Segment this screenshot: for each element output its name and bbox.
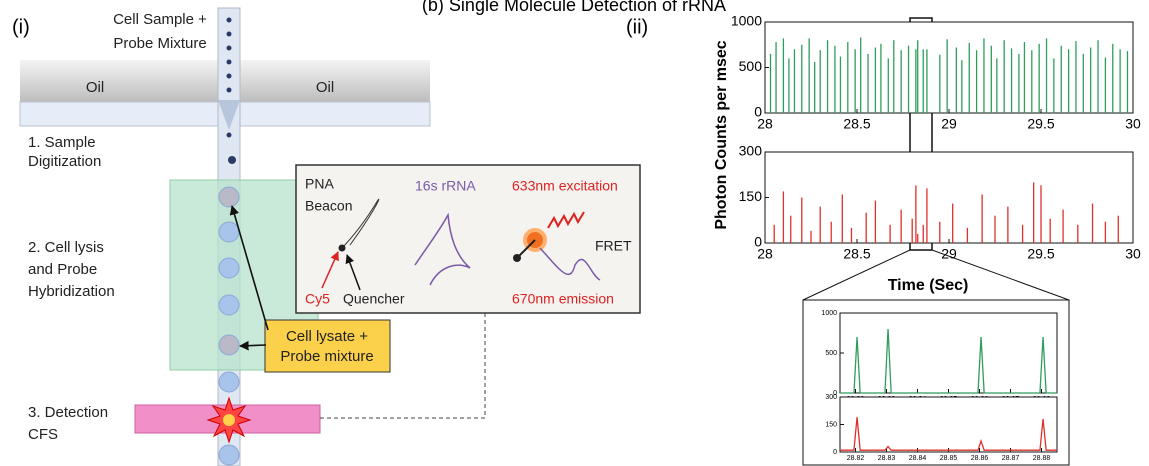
- inset-label: 16s rRNA: [415, 178, 476, 194]
- inset-label: Quencher: [343, 291, 405, 307]
- inlet-label: Probe Mixture: [113, 35, 206, 52]
- microfluidic-diagram: [20, 8, 640, 466]
- callout-label: Probe mixture: [280, 348, 373, 365]
- x-tick-label: 28: [757, 246, 773, 262]
- y-tick-label: 300: [739, 143, 763, 159]
- y-tick-label: 0: [833, 449, 837, 456]
- figure-title: (b) Single Molecule Detection of rRNA: [422, 0, 726, 15]
- x-tick-label: 28.5: [843, 116, 870, 132]
- x-tick-label: 28: [757, 116, 773, 132]
- y-tick-label: 500: [739, 58, 763, 74]
- plot-frame: [840, 397, 1057, 452]
- step-label: Hybridization: [28, 283, 115, 300]
- y-tick-label: 150: [825, 421, 837, 428]
- y-tick-label: 500: [825, 350, 837, 357]
- figure: (b) Single Molecule Detection of rRNA (i…: [0, 0, 1149, 466]
- step-label: 2. Cell lysis: [28, 239, 104, 256]
- x-axis-label: Time (Sec): [888, 277, 969, 294]
- x-tick-label: 29: [941, 116, 957, 132]
- step-label: Digitization: [28, 153, 101, 170]
- panel-label: (i): [12, 16, 30, 38]
- page: {"title": "(b) Single Molecule Detection…: [0, 0, 1149, 466]
- inset-label: FRET: [595, 238, 632, 254]
- y-axis-label: Photon Counts per msec: [713, 40, 730, 229]
- y-tick-label: 300: [825, 394, 837, 401]
- x-tick-label: 28.5: [843, 246, 870, 262]
- oil-label: Oil: [316, 79, 334, 96]
- inset-label: 633nm excitation: [512, 178, 618, 194]
- panel-label: (ii): [626, 16, 648, 38]
- step-label: 3. Detection: [28, 404, 108, 421]
- y-tick-label: 1000: [821, 310, 837, 317]
- inset-label: PNA: [305, 176, 334, 192]
- x-tick-label: 28.87: [1002, 455, 1020, 462]
- step-label: and Probe: [28, 261, 97, 278]
- x-tick-label: 30: [1125, 246, 1141, 262]
- x-tick-label: 28.84: [909, 455, 927, 462]
- x-tick-label: 29.5: [1027, 246, 1054, 262]
- inlet-label: Cell Sample +: [113, 11, 207, 28]
- x-tick-label: 28.88: [1033, 455, 1051, 462]
- arrow: [240, 345, 266, 346]
- inset-label: Beacon: [305, 198, 352, 214]
- x-tick-label: 28.86: [971, 455, 989, 462]
- inset-label: Cy5: [305, 291, 330, 307]
- x-tick-label: 29.5: [1027, 116, 1054, 132]
- y-tick-label: 150: [739, 188, 763, 204]
- step-label: 1. Sample: [28, 134, 96, 151]
- x-tick-label: 29: [941, 246, 957, 262]
- inset-label: 670nm emission: [512, 291, 614, 307]
- oil-label: Oil: [86, 79, 104, 96]
- plot-frame: [840, 313, 1057, 393]
- y-tick-label: 1000: [731, 13, 762, 29]
- x-tick-label: 30: [1125, 116, 1141, 132]
- callout-label: Cell lysate +: [286, 328, 368, 345]
- quencher-mark: [513, 254, 521, 262]
- x-tick-label: 28.82: [847, 455, 865, 462]
- x-tick-label: 28.85: [940, 455, 958, 462]
- step-label: CFS: [28, 426, 58, 443]
- droplet-core: [223, 414, 235, 426]
- quencher-mark: [339, 245, 346, 252]
- x-tick-label: 28.83: [878, 455, 896, 462]
